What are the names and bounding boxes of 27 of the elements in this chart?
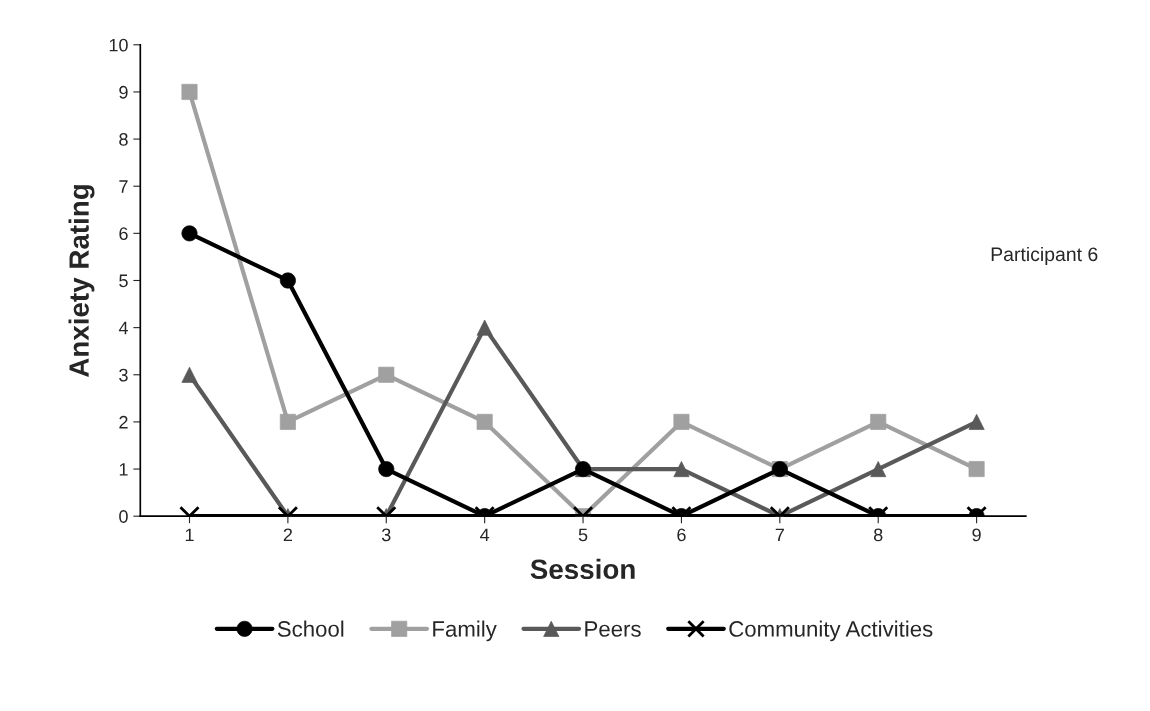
y-tick-label: 0 (119, 510, 128, 523)
y-axis-title: Anxiety Rating (68, 185, 95, 378)
x-tick-label: 9 (972, 528, 981, 542)
legend-label: Peers (585, 621, 641, 637)
x-tick-label: 8 (873, 528, 883, 542)
x-axis-title: Session (530, 558, 635, 580)
annotation: Participant 6 (991, 246, 1098, 266)
y-tick-label: 1 (119, 463, 128, 476)
x-tick-label: 7 (775, 528, 784, 542)
y-tick-label: 6 (119, 227, 128, 241)
y-tick-label: 2 (119, 415, 128, 429)
y-tick-label: 8 (119, 133, 128, 146)
x-tick-label: 1 (185, 528, 194, 542)
x-tick-label: 2 (283, 528, 292, 542)
x-tick-label: 4 (480, 528, 490, 542)
x-tick-label: 6 (677, 528, 686, 542)
y-tick-label: 7 (119, 180, 128, 193)
legend-label: Community Activities (729, 620, 933, 642)
legend-label: School (277, 620, 344, 637)
y-tick-label: 4 (118, 321, 128, 335)
x-tick-label: 3 (381, 528, 391, 542)
legend-label: Family (433, 620, 497, 642)
y-tick-label: 5 (119, 274, 128, 288)
y-tick-label: 3 (119, 368, 128, 382)
x-tick-label: 5 (578, 528, 588, 542)
y-tick-label: 9 (119, 85, 128, 99)
y-tick-label: 10 (109, 38, 128, 52)
